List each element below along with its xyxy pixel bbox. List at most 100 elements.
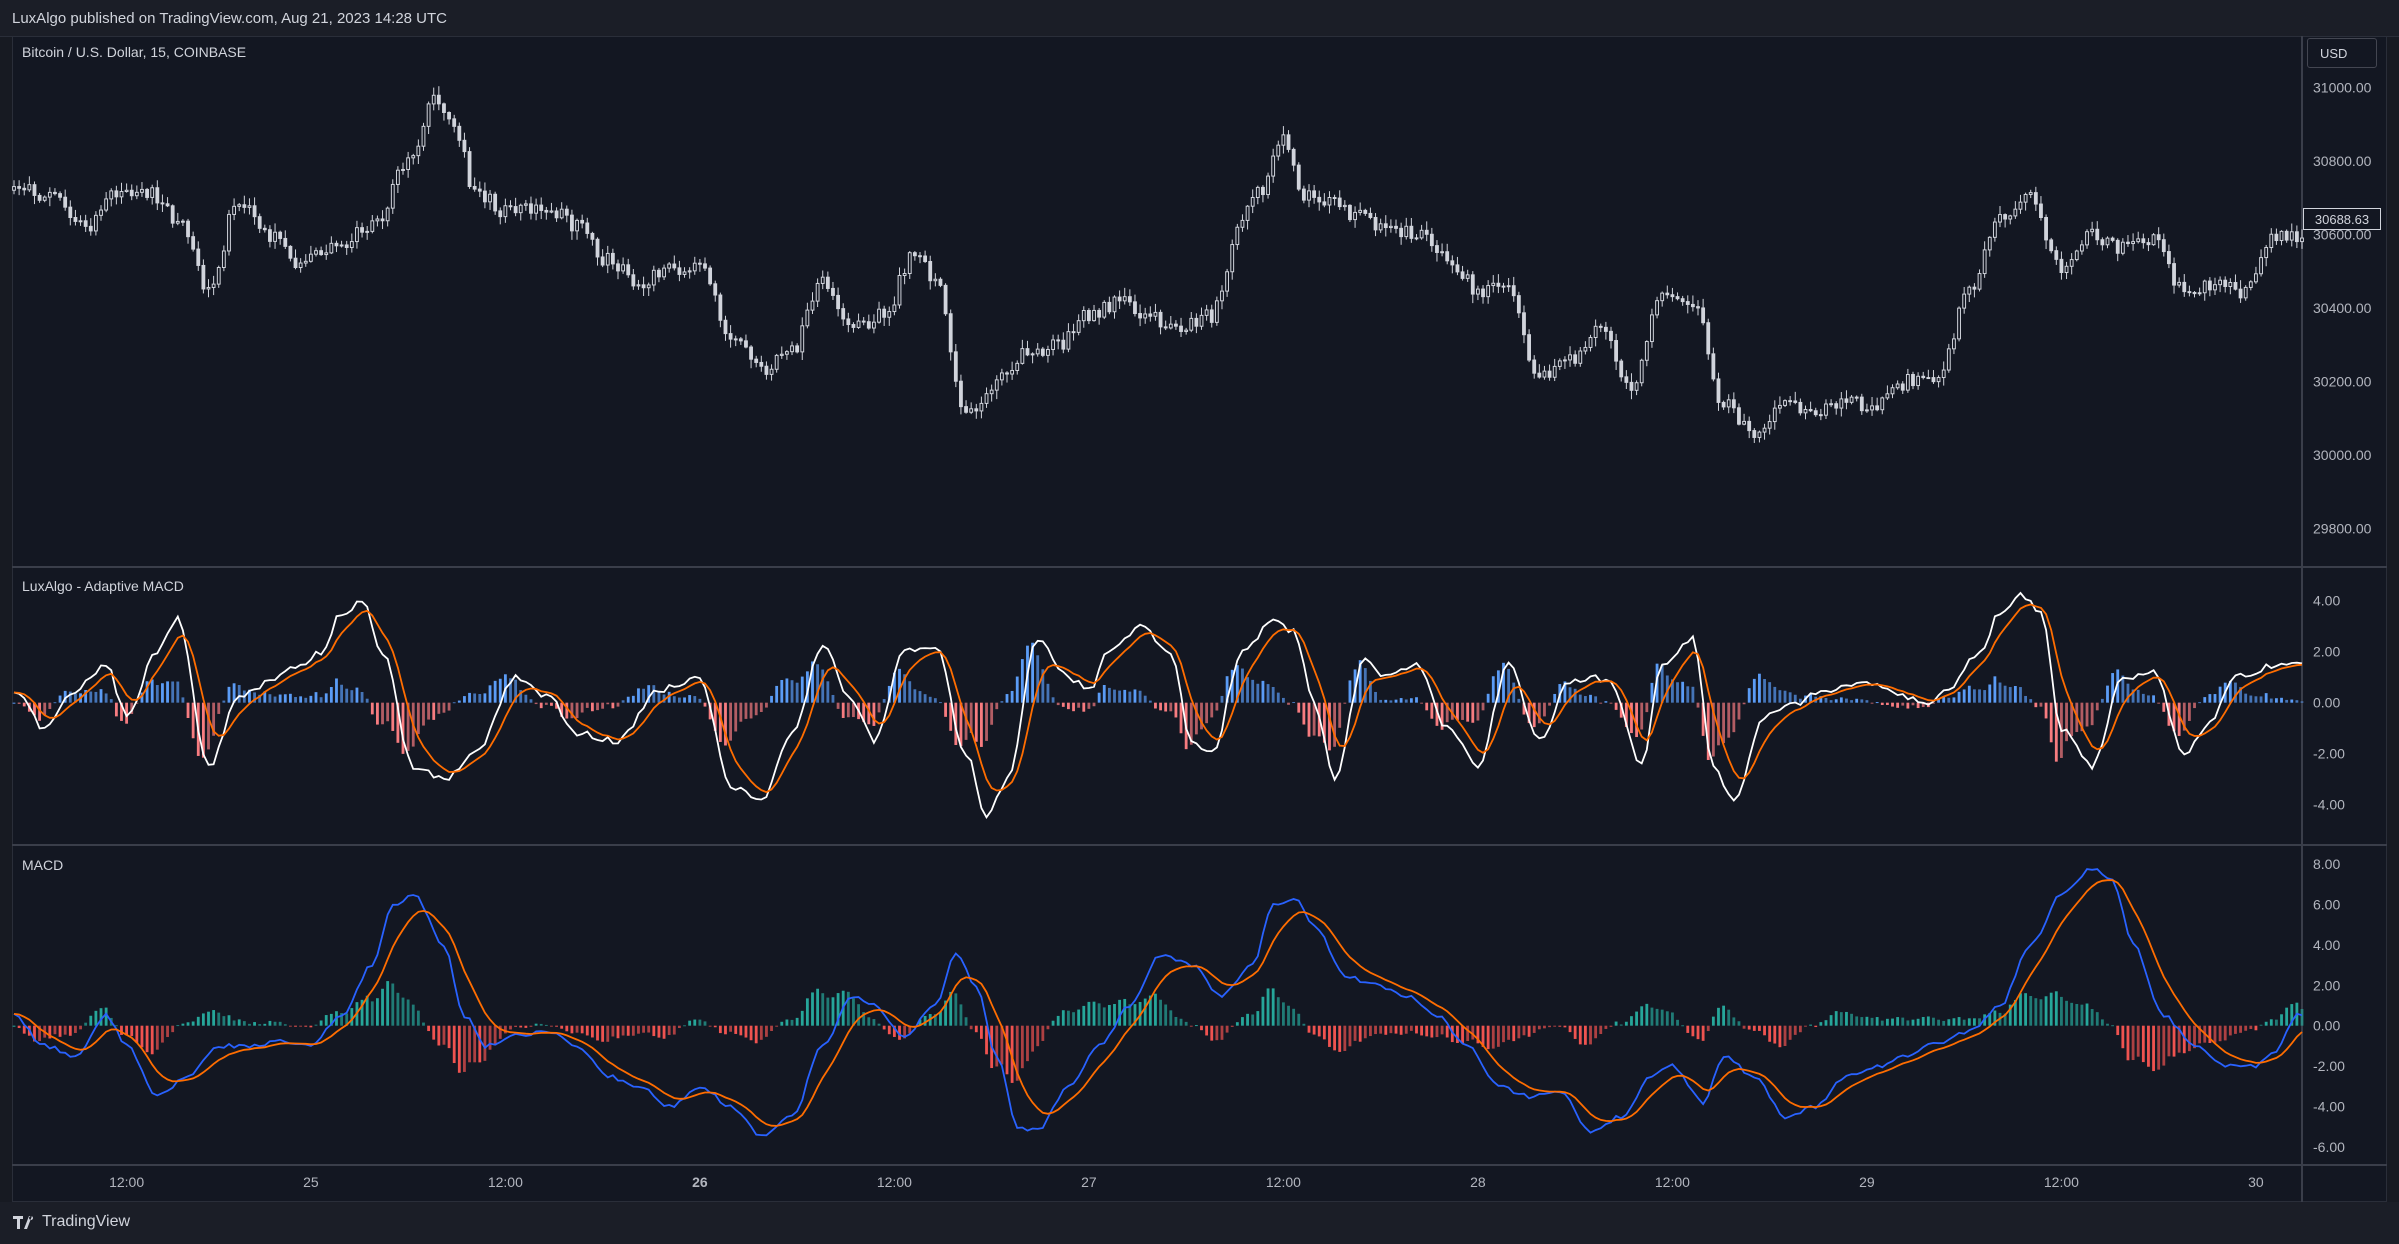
candle-body — [1419, 229, 1424, 239]
histogram-bar — [928, 696, 932, 703]
candle-body — [1803, 408, 1808, 414]
histogram-bar — [672, 696, 676, 703]
candle-body — [2202, 280, 2207, 294]
histogram-bar — [1819, 1022, 1823, 1026]
histogram-bar — [637, 688, 640, 703]
histogram-bar — [923, 694, 927, 703]
histogram-bar — [2090, 702, 2094, 726]
histogram-bar — [1921, 702, 1925, 708]
histogram-bar — [811, 661, 814, 703]
candle-body — [2059, 258, 2064, 274]
histogram-bar — [53, 702, 57, 704]
histogram-bar — [1061, 702, 1065, 707]
histogram-bar — [1665, 1011, 1669, 1026]
histogram-bar — [1000, 701, 1004, 703]
candle-body — [1271, 155, 1276, 177]
candle-body — [2120, 241, 2125, 254]
histogram-bar — [217, 1012, 221, 1026]
candle-body — [1138, 313, 1142, 319]
histogram-bar — [744, 702, 748, 719]
histogram-bar — [2187, 702, 2191, 721]
histogram-bar — [1317, 1025, 1321, 1037]
candle-body — [989, 389, 994, 395]
histogram-bar — [949, 702, 953, 731]
histogram-bar — [1717, 1007, 1720, 1026]
candle-body — [181, 220, 185, 223]
histogram-bar — [1768, 682, 1772, 703]
candle-body — [257, 216, 262, 229]
histogram-bar — [872, 1019, 876, 1026]
time-axis-tick: 25 — [303, 1174, 319, 1190]
histogram-bar — [534, 1023, 538, 1026]
candle-body — [682, 271, 687, 275]
histogram-bar — [1778, 1025, 1782, 1048]
candle-body — [1179, 325, 1183, 332]
histogram-bar — [1148, 700, 1152, 703]
histogram-bar — [2187, 1025, 2191, 1052]
histogram-bar — [2136, 1025, 2140, 1057]
histogram-bar — [1143, 695, 1147, 703]
histogram-bar — [1855, 1016, 1859, 1026]
histogram-bar — [892, 1025, 896, 1037]
histogram-bar — [846, 702, 850, 718]
time-axis-tick: 12:00 — [109, 1174, 144, 1190]
histogram-bar — [1481, 1025, 1485, 1047]
candle-body — [641, 284, 646, 289]
histogram-bar — [135, 1025, 139, 1043]
histogram-bar — [1246, 677, 1249, 703]
currency-selector[interactable]: USD — [2307, 38, 2377, 68]
histogram-bar — [1911, 1019, 1915, 1026]
candle-body — [605, 252, 610, 266]
histogram-bar — [1220, 695, 1224, 703]
candle-body — [1250, 197, 1255, 207]
histogram-bar — [1594, 1025, 1598, 1039]
candle-body — [999, 372, 1004, 381]
macd-line — [13, 591, 2303, 819]
candle-body — [2284, 230, 2289, 241]
histogram-bar — [980, 702, 983, 747]
oscillator-axis-tick: -2.00 — [2313, 746, 2345, 762]
candle-body — [32, 184, 37, 196]
histogram-bar — [1706, 1025, 1710, 1032]
histogram-bar — [1870, 1017, 1874, 1026]
candle-body — [718, 294, 723, 321]
histogram-bar — [1261, 996, 1265, 1026]
histogram-bar — [2013, 686, 2017, 703]
histogram-bar — [1123, 998, 1127, 1026]
histogram-bar — [38, 702, 42, 721]
histogram-bar — [1450, 1025, 1454, 1043]
histogram-bar — [1737, 702, 1741, 720]
histogram-bar — [985, 702, 988, 741]
histogram-bar — [1911, 702, 1915, 706]
histogram-bar — [432, 702, 436, 720]
histogram-bar — [811, 992, 814, 1026]
histogram-bar — [754, 702, 758, 716]
tradingview-logo-icon[interactable] — [12, 1211, 46, 1233]
histogram-bar — [237, 1019, 241, 1026]
histogram-bar — [1461, 1025, 1464, 1044]
tradingview-brand[interactable]: TradingView — [42, 1213, 131, 1230]
histogram-bar — [585, 1025, 589, 1036]
candle-body — [779, 353, 784, 356]
histogram-bar — [1077, 702, 1081, 708]
histogram-bar — [2213, 694, 2217, 703]
histogram-bar — [278, 694, 282, 703]
histogram-bar — [2280, 1014, 2283, 1026]
histogram-bar — [140, 1025, 144, 1048]
histogram-bar — [2147, 1025, 2150, 1067]
histogram-bar — [1839, 697, 1843, 703]
candle-body — [974, 408, 979, 412]
histogram-bar — [1671, 1012, 1674, 1026]
histogram-bar — [2075, 1003, 2079, 1026]
candle-body — [221, 250, 226, 268]
histogram-bar — [427, 702, 431, 720]
histogram-bar — [1440, 702, 1444, 730]
candle-body — [1972, 286, 1977, 290]
histogram-bar — [1082, 1005, 1086, 1026]
histogram-bar — [493, 1025, 497, 1046]
candle-body — [1133, 301, 1137, 315]
candle-body — [1501, 285, 1506, 288]
histogram-bar — [222, 700, 226, 703]
histogram-bar — [365, 698, 369, 703]
